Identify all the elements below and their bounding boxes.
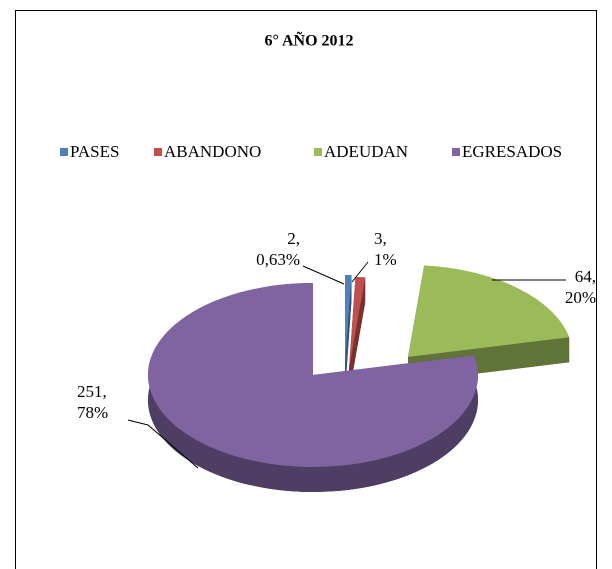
legend-label: PASES bbox=[70, 142, 119, 161]
legend-label: ADEUDAN bbox=[324, 142, 408, 161]
leader-line bbox=[351, 261, 369, 283]
legend-label: ABANDONO bbox=[164, 142, 261, 161]
legend-swatch bbox=[314, 148, 322, 156]
data-label: 64, bbox=[575, 267, 596, 286]
leader-line bbox=[127, 419, 199, 469]
data-label: 0,63% bbox=[256, 250, 300, 269]
pie-slice-top bbox=[345, 275, 352, 367]
legend-label: EGRESADOS bbox=[462, 142, 562, 161]
pie-slice-side bbox=[349, 277, 366, 394]
pie-slice bbox=[147, 283, 479, 492]
pie-slice-top bbox=[148, 283, 479, 467]
data-label: 78% bbox=[77, 403, 108, 422]
pie-slice-top bbox=[408, 265, 570, 357]
data-label: 20% bbox=[565, 288, 596, 307]
chart-title: 6° AÑO 2012 bbox=[264, 31, 353, 50]
data-label: 1% bbox=[374, 250, 397, 269]
pie-slice bbox=[345, 275, 352, 392]
data-label: 3, bbox=[374, 229, 387, 248]
data-label: 2, bbox=[287, 229, 300, 248]
leader-line bbox=[302, 265, 345, 285]
legend-swatch bbox=[452, 148, 460, 156]
pie-slice-top bbox=[349, 277, 366, 369]
data-label: 251, bbox=[77, 382, 107, 401]
pie-slice-side bbox=[345, 275, 352, 392]
legend-swatch bbox=[154, 148, 162, 156]
legend-swatch bbox=[60, 148, 68, 156]
